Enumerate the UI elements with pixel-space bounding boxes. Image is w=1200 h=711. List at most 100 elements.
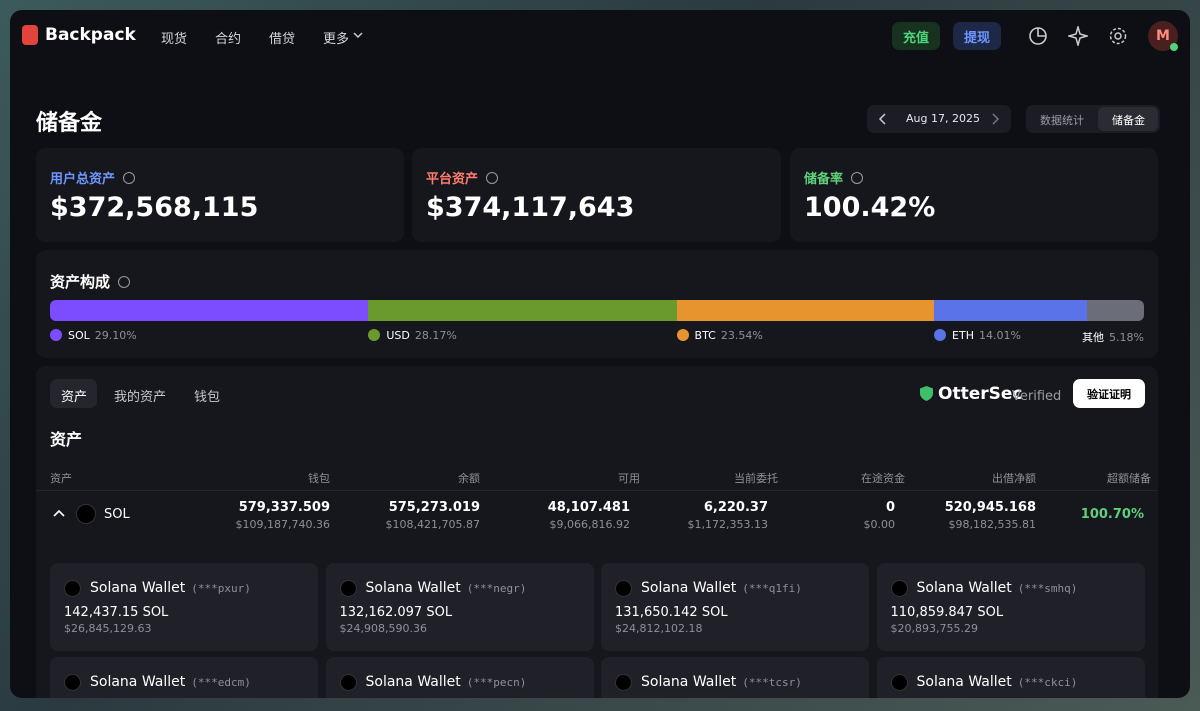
legend-name: ETH (952, 329, 974, 342)
stat-value: 100.42% (804, 192, 936, 223)
segment (50, 300, 369, 321)
logo[interactable]: Backpack (45, 25, 136, 45)
status-dot (1170, 43, 1178, 51)
wallet-icon (64, 674, 81, 691)
shield-icon (920, 386, 933, 401)
table-cell: 0 $0.00 (755, 500, 896, 531)
section-title: 资产 (50, 430, 83, 449)
cell-usd: $0.00 (863, 518, 896, 531)
settings-icon[interactable] (1108, 26, 1128, 46)
wallet-name: Solana Wallet (***smhq) (917, 580, 1078, 596)
sol-icon (76, 504, 96, 524)
date-picker[interactable] (867, 105, 1011, 133)
tab[interactable]: 资产 (61, 390, 88, 405)
wallet-id: (***smhq) (1017, 582, 1078, 595)
wallet-name: Solana Wallet (***q1fi) (641, 580, 802, 596)
assets-card: 资产 我的资产 钱包 OtterSec Verified 验证证明 资产 SOL… (36, 366, 1158, 698)
wallet-id: (***tcsr) (742, 676, 802, 689)
table-header: 出借净额 (992, 472, 1036, 485)
wallet-label: Solana Wallet (641, 580, 737, 596)
wallet-name: Solana Wallet (***pxur) (90, 580, 251, 596)
wallet-icon (339, 580, 357, 597)
legend-value: 29.10% (94, 329, 137, 342)
label: 资产构成 (50, 273, 111, 291)
wallet-amount: 132,162.097 SOL (339, 605, 453, 620)
asset-name: SOL (104, 507, 130, 522)
section-title: 资产构成 (50, 271, 131, 292)
nav-item[interactable]: 合约 (215, 32, 242, 47)
wallet-card: Solana Wallet (***negr) 132,162.097 SOL $24… (325, 563, 594, 651)
collapse[interactable] (53, 509, 65, 517)
excess: 100.70% (1080, 507, 1144, 522)
stat-value: $372,568,115 (50, 192, 259, 223)
wallet-card: Solana Wallet (***q1fi) 131,650.142 SOL $24… (601, 563, 869, 651)
legend-icon (676, 329, 689, 341)
table-header: 资产 (50, 472, 72, 485)
legend-value: 28.17% (414, 329, 457, 342)
wallet-label: Solana Wallet (916, 674, 1012, 690)
wallet-label: Solana Wallet (90, 674, 186, 690)
stat-card: 平台资产 $374,117,643 (412, 148, 781, 242)
stat-value: $374,117,643 (426, 192, 635, 223)
wallet-amount: 131,650.142 SOL (615, 605, 728, 620)
portfolio-icon[interactable] (1028, 26, 1048, 46)
sparkle-icon[interactable] (1068, 26, 1088, 46)
tab[interactable]: 我的资产 (114, 390, 167, 405)
wallet-icon (339, 674, 357, 691)
segment (368, 300, 677, 321)
withdraw-button[interactable]: 提现 (953, 22, 1001, 50)
verify-button[interactable]: 验证证明 (1073, 379, 1145, 408)
table-header: 当前委托 (734, 472, 778, 485)
cell-usd: $9,066,816.92 (549, 518, 630, 531)
tab[interactable]: 数据统计 (1040, 114, 1084, 127)
legend-icon (934, 329, 947, 341)
segment (934, 300, 1088, 321)
tab[interactable]: 储备金 (1112, 114, 1145, 127)
page-title: 储备金 (36, 111, 103, 136)
cell-amount: 0 (885, 500, 895, 515)
legend-value: 14.01% (979, 329, 1021, 342)
wallet-usd: $24,908,590.36 (339, 622, 427, 635)
wallet-name: Solana Wallet (***negr) (366, 580, 527, 596)
legend-value: 23.54% (720, 329, 763, 342)
legend-item: ETH 14.01% (934, 329, 1021, 342)
next[interactable] (990, 113, 1000, 125)
legend-name: 其他 (1082, 331, 1105, 344)
wallet-id: (***pecn) (466, 676, 527, 689)
wallet-amount: 142,437.15 SOL (64, 605, 169, 620)
stat-card: 储备率 100.42% (790, 148, 1158, 242)
wallet-name: Solana Wallet (***tcsr) (641, 674, 802, 690)
label: 储备率 (804, 172, 844, 187)
chevron (353, 32, 363, 39)
deposit-button[interactable]: 充值 (892, 22, 940, 50)
wallet-card: Solana Wallet(***tcsr)8,619.963 SOL (601, 657, 869, 698)
nav-item[interactable]: 更多 (323, 32, 350, 47)
label: 用户总资产 (50, 172, 116, 187)
date: Aug 17, 2025 (906, 112, 980, 125)
verified: Verified (1012, 389, 1062, 404)
nav-item[interactable]: 现货 (161, 32, 188, 47)
segment (1087, 300, 1144, 321)
tab[interactable]: 钱包 (194, 390, 221, 405)
cell-usd: $109,187,740.36 (235, 518, 330, 531)
table-cell: 48,107.481 $9,066,816.92 (490, 500, 630, 531)
wallet-id: (***q1fi) (742, 582, 802, 595)
table-cell: 575,273.019 $108,421,705.87 (340, 500, 480, 531)
prev[interactable] (878, 113, 888, 125)
legend-item: BTC 23.54% (676, 329, 763, 342)
wallet-label: Solana Wallet (641, 674, 737, 690)
table-cell: 6,220.37 $1,172,353.13 (628, 500, 768, 531)
cell-amount: 48,107.481 (547, 500, 630, 515)
wallet-label: Solana Wallet (916, 580, 1012, 596)
legend-name: SOL (68, 329, 90, 342)
auditor: OtterSec (938, 384, 1023, 404)
nav-item[interactable]: 借贷 (269, 32, 296, 47)
composition-bar (50, 300, 1144, 321)
wallet-label: Solana Wallet (365, 580, 461, 596)
wallet-name: Solana Wallet (***edcm) (90, 674, 251, 690)
cell-usd: $1,172,353.13 (687, 518, 768, 531)
cell-amount: 6,220.37 (703, 500, 768, 515)
wallet-label: Solana Wallet (90, 580, 186, 596)
logo-icon (22, 25, 38, 45)
